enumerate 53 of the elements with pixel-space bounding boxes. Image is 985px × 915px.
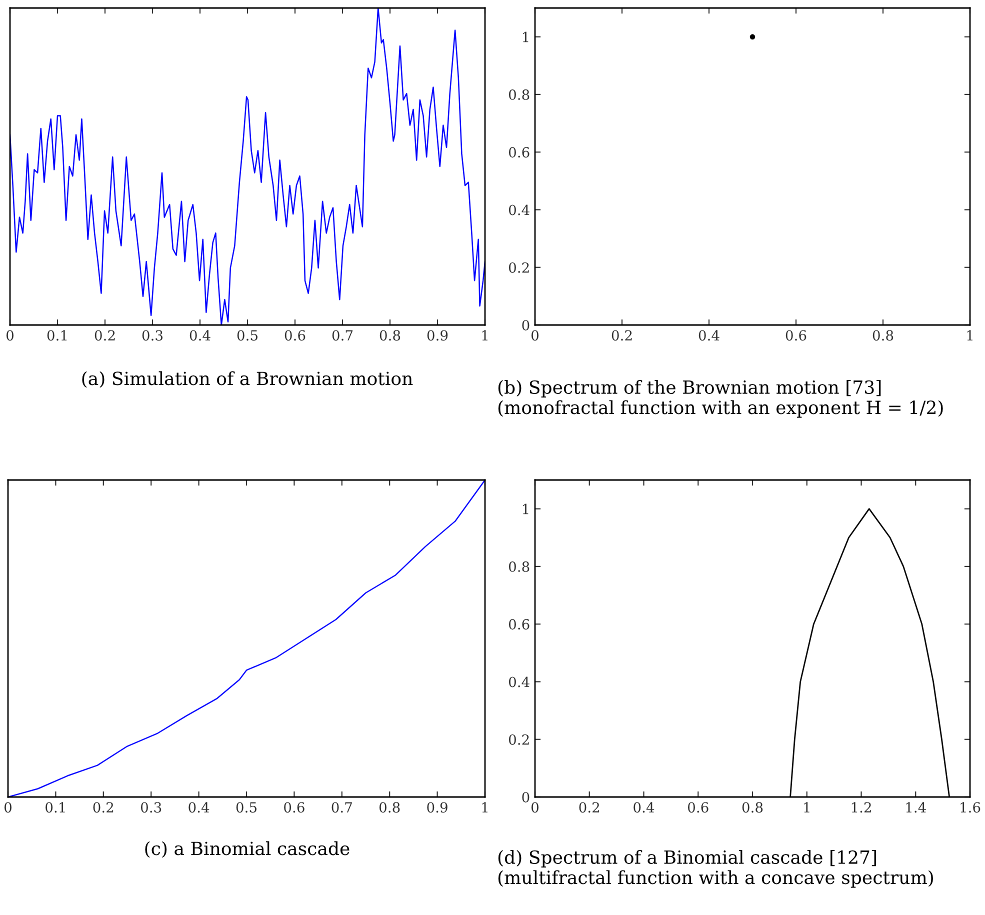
x-tick-label: 0.7: [332, 330, 353, 341]
x-tick-label: 0: [531, 330, 538, 341]
x-tick-label: 0.6: [284, 330, 306, 341]
x-tick-label: 1.4: [906, 802, 926, 813]
y-tick-label: 0.2: [508, 734, 529, 745]
x-tick-label: 0.5: [237, 330, 258, 341]
y-tick-label: 1: [522, 504, 528, 514]
x-tick-label: 0.1: [46, 802, 65, 813]
text: (a) Simulation of a Brownian motion: [82, 371, 413, 388]
x-tick-label: 0.8: [742, 802, 763, 813]
x-tick-label: 0.2: [579, 802, 600, 813]
y-tick-label: 0.4: [508, 676, 530, 688]
y-tick-label: 0.2: [508, 262, 529, 273]
y-tick-label: 0.8: [508, 561, 530, 572]
x-tick-label: 0.4: [634, 802, 654, 813]
y-tick-label: 0.4: [508, 204, 530, 216]
x-tick-label: 1.2: [852, 802, 871, 813]
x-tick-label: 1: [804, 802, 810, 812]
x-tick-label: 0.2: [94, 330, 115, 341]
x-tick-label: 0.8: [380, 330, 400, 341]
x-tick-label: 0.4: [190, 330, 210, 341]
x-tick-label: 1: [967, 330, 972, 340]
x-tick-label: 0.6: [786, 330, 806, 341]
y-tick-label: 1: [522, 32, 528, 42]
x-tick-label: 0.3: [142, 330, 163, 341]
text: (c) a Binomial cascade: [145, 841, 350, 858]
x-tick-label: 0: [531, 802, 538, 813]
x-tick-label: 0.6: [688, 802, 708, 813]
x-tick-label: 0: [4, 802, 12, 813]
x-tick-label: 0.2: [612, 330, 632, 341]
x-tick-label: 0: [6, 330, 14, 341]
text: (d) Spectrum of a Binomial cascade [127] (multifractal function with a concave spectrum): [498, 850, 933, 888]
y-tick-label: 0.6: [508, 147, 530, 158]
x-tick-label: 0.5: [236, 802, 256, 813]
x-tick-label: 0.4: [698, 330, 720, 341]
x-tick-label: 0.1: [47, 330, 67, 341]
x-tick-label: 1: [482, 802, 488, 812]
x-tick-label: 0.8: [379, 802, 400, 813]
x-tick-label: 0.4: [188, 802, 210, 813]
text: (b) Spectrum of the Brownian motion [73] (monofractal function with an exponent H = 1/2): [498, 380, 943, 418]
x-tick-label: 0.6: [284, 802, 304, 813]
y-tick-label: 0: [522, 792, 530, 802]
y-tick-label: 0.6: [508, 619, 530, 630]
x-tick-label: 0.2: [93, 802, 114, 813]
x-tick-label: 0.9: [427, 330, 448, 341]
y-tick-label: 0.8: [508, 89, 530, 100]
y-tick-label: 0: [522, 320, 530, 330]
x-tick-label: 0.7: [332, 802, 352, 813]
x-tick-label: 0.9: [427, 802, 448, 813]
x-tick-label: 1: [482, 330, 488, 340]
x-tick-label: 0.3: [140, 802, 162, 813]
x-tick-label: 0.8: [872, 330, 894, 341]
x-tick-label: 1.6: [960, 802, 980, 813]
